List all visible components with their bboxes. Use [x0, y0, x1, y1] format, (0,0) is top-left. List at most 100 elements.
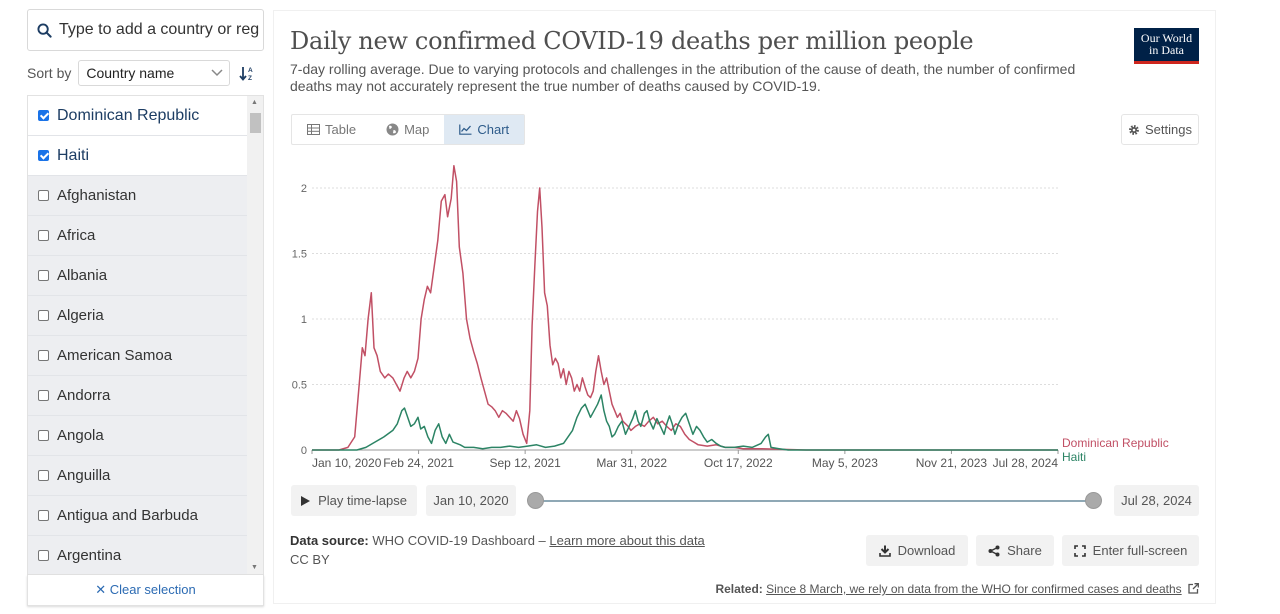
entity-name: Argentina: [57, 547, 122, 564]
share-button[interactable]: Share: [976, 535, 1054, 566]
entity-item[interactable]: Albania: [28, 256, 247, 296]
tab-map[interactable]: Map: [371, 115, 444, 144]
line-chart-icon: [459, 124, 472, 135]
play-time-lapse-button[interactable]: Play time-lapse: [291, 485, 417, 516]
source-text: WHO COVID-19 Dashboard –: [372, 533, 546, 548]
external-link-icon[interactable]: [1188, 583, 1199, 594]
line-chart: 0 0.5 1 1.5 2 Jan 10, 2020 Feb 24, 2021 Sep 12,…: [292, 164, 1169, 470]
entity-checkbox[interactable]: [38, 230, 49, 241]
scroll-down-icon[interactable]: ▼: [251, 564, 258, 571]
y-tick-label: 0: [301, 445, 307, 457]
entity-item[interactable]: Haiti: [28, 136, 247, 176]
entity-name: Dominican Republic: [57, 106, 200, 124]
entity-item[interactable]: Angola: [28, 416, 247, 456]
related-note: Related: Since 8 March, we rely on data …: [715, 582, 1199, 596]
y-tick-label: 1: [301, 314, 307, 326]
list-scrollbar[interactable]: ▲ ▼: [247, 96, 263, 574]
settings-label: Settings: [1145, 122, 1192, 137]
sort-label: Sort by: [27, 65, 72, 81]
entity-item[interactable]: Dominican Republic: [28, 96, 247, 136]
scroll-up-icon[interactable]: ▲: [251, 99, 258, 106]
entity-name: Andorra: [57, 387, 111, 404]
timeline-start-date[interactable]: Jan 10, 2020: [426, 485, 516, 516]
settings-button[interactable]: Settings: [1121, 114, 1199, 145]
svg-text:A: A: [248, 67, 253, 74]
timeline-slider-track[interactable]: [535, 500, 1093, 502]
entity-checkbox[interactable]: [38, 430, 49, 441]
expand-icon: [1073, 544, 1086, 557]
globe-icon: [386, 123, 399, 136]
related-link[interactable]: Since 8 March, we rely on data from the …: [766, 582, 1182, 596]
timeline-end-handle[interactable]: [1085, 492, 1102, 509]
learn-more-link[interactable]: Learn more about this data: [549, 533, 705, 548]
series-label: Dominican Republic: [1062, 436, 1169, 450]
scrollbar-thumb[interactable]: [250, 113, 261, 133]
timeline-start-handle[interactable]: [527, 492, 544, 509]
logo-line-1: Our World: [1140, 31, 1193, 45]
y-tick-label: 1.5: [292, 249, 307, 261]
search-box[interactable]: [27, 9, 264, 51]
fullscreen-button[interactable]: Enter full-screen: [1062, 535, 1199, 566]
entity-checkbox[interactable]: [38, 270, 49, 281]
sort-row: Sort by Country name A Z: [27, 60, 264, 86]
clear-selection-button[interactable]: ✕ Clear selection: [27, 575, 264, 606]
entity-item[interactable]: Andorra: [28, 376, 247, 416]
x-tick-label: Feb 24, 2021: [383, 456, 454, 470]
x-tick-label: Nov 21, 2023: [916, 456, 988, 470]
entity-item[interactable]: Argentina: [28, 536, 247, 574]
series-line-haiti: [312, 394, 1058, 451]
entity-item[interactable]: Antigua and Barbuda: [28, 496, 247, 536]
gear-icon: [1129, 124, 1139, 135]
x-tick-label: May 5, 2023: [812, 456, 878, 470]
entity-checkbox[interactable]: [38, 310, 49, 321]
tab-map-label: Map: [404, 122, 430, 137]
download-label: Download: [897, 543, 956, 558]
entity-item[interactable]: Afghanistan: [28, 176, 247, 216]
entity-name: Haiti: [57, 146, 90, 164]
download-button[interactable]: Download: [866, 535, 968, 566]
x-tick-label: Sep 12, 2021: [489, 456, 561, 470]
entity-item[interactable]: American Samoa: [28, 336, 247, 376]
share-icon: [988, 545, 1000, 556]
license-text: CC BY: [290, 552, 330, 567]
chevron-down-icon: [211, 69, 223, 77]
entity-checkbox[interactable]: [38, 350, 49, 361]
timeline-end-date[interactable]: Jul 28, 2024: [1114, 485, 1199, 516]
logo-line-2: in Data: [1149, 43, 1184, 57]
entity-checkbox[interactable]: [38, 550, 49, 561]
entity-name: Algeria: [57, 307, 104, 324]
chart-panel: Daily new confirmed COVID-19 deaths per …: [273, 10, 1216, 604]
play-icon: [301, 495, 311, 506]
download-icon: [878, 545, 891, 557]
search-icon: [37, 22, 52, 38]
entity-name: Afghanistan: [57, 187, 137, 204]
series-label: Haiti: [1062, 450, 1086, 464]
entity-checkbox[interactable]: [38, 150, 49, 161]
tab-chart[interactable]: Chart: [444, 115, 525, 144]
sort-selected-value: Country name: [86, 65, 175, 81]
entity-checkbox[interactable]: [38, 470, 49, 481]
view-tabs: Table Map Chart: [291, 114, 526, 145]
source-note: Data source: WHO COVID-19 Dashboard – Le…: [290, 531, 705, 569]
x-tick-label: Mar 31, 2022: [596, 456, 667, 470]
owid-logo[interactable]: Our World in Data: [1134, 28, 1199, 64]
entity-name: Antigua and Barbuda: [57, 507, 198, 524]
svg-text:Z: Z: [248, 75, 252, 81]
entity-item[interactable]: Africa: [28, 216, 247, 256]
tab-table[interactable]: Table: [292, 115, 371, 144]
entity-item[interactable]: Algeria: [28, 296, 247, 336]
fullscreen-label: Enter full-screen: [1092, 543, 1188, 558]
share-label: Share: [1007, 543, 1042, 558]
entity-checkbox[interactable]: [38, 510, 49, 521]
entity-item[interactable]: Anguilla: [28, 456, 247, 496]
entity-checkbox[interactable]: [38, 190, 49, 201]
entity-name: Anguilla: [57, 467, 111, 484]
series-line-dominican-republic: [312, 164, 1058, 451]
entity-checkbox[interactable]: [38, 390, 49, 401]
sort-dropdown[interactable]: Country name: [78, 60, 231, 86]
search-input[interactable]: [59, 21, 259, 39]
sort-direction-icon[interactable]: A Z: [239, 65, 255, 81]
entity-name: Africa: [57, 227, 96, 244]
entity-checkbox[interactable]: [38, 110, 49, 121]
table-icon: [307, 124, 320, 135]
